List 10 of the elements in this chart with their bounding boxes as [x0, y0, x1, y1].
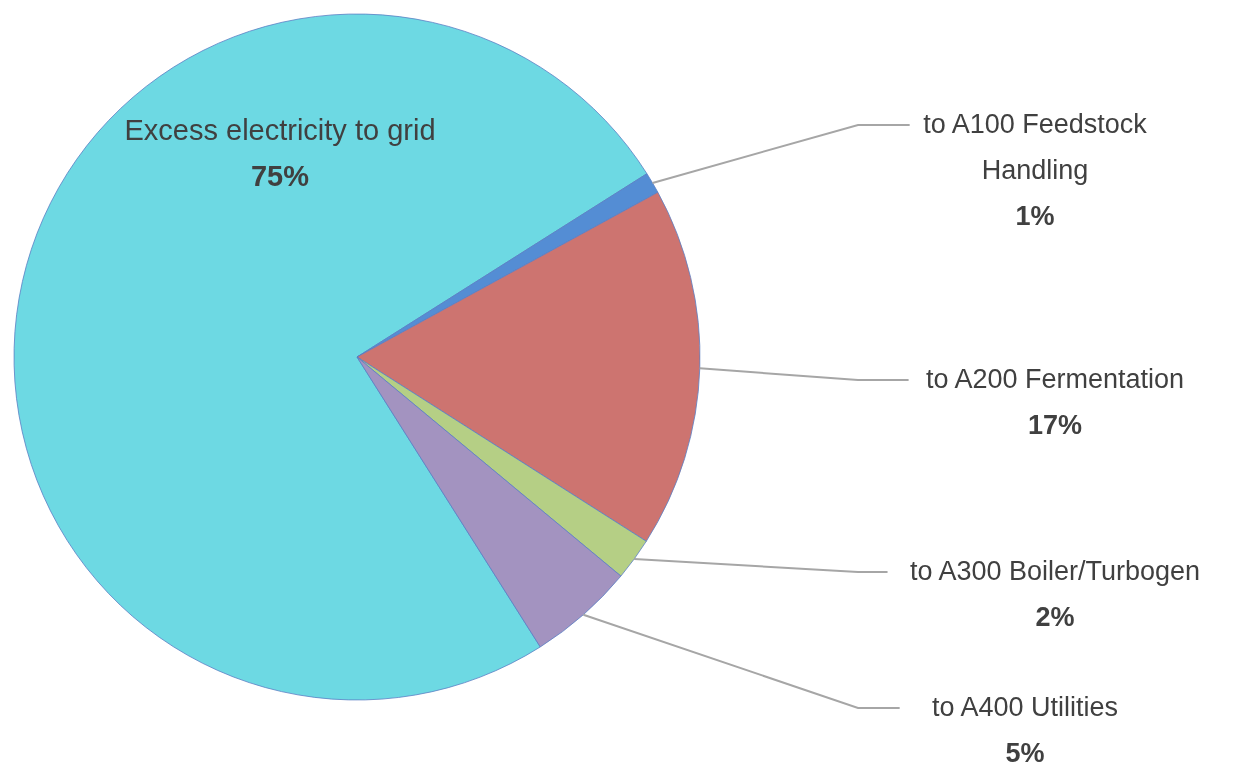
slice-label: to A100 Feedstock Handling — [923, 109, 1148, 185]
data-label: 17% — [1027, 410, 1083, 440]
slice-label: to A400 Utilities — [931, 692, 1119, 722]
slice-label: Excess electricity to grid — [124, 114, 436, 146]
data-label: 1% — [1015, 201, 1055, 231]
data-label: 2% — [1035, 602, 1075, 632]
data-label: 75% — [250, 160, 310, 192]
slice-label: to A300 Boiler/Turbogen — [909, 556, 1201, 586]
slice-label: to A200 Fermentation — [925, 364, 1185, 394]
data-label: 5% — [1005, 738, 1045, 765]
